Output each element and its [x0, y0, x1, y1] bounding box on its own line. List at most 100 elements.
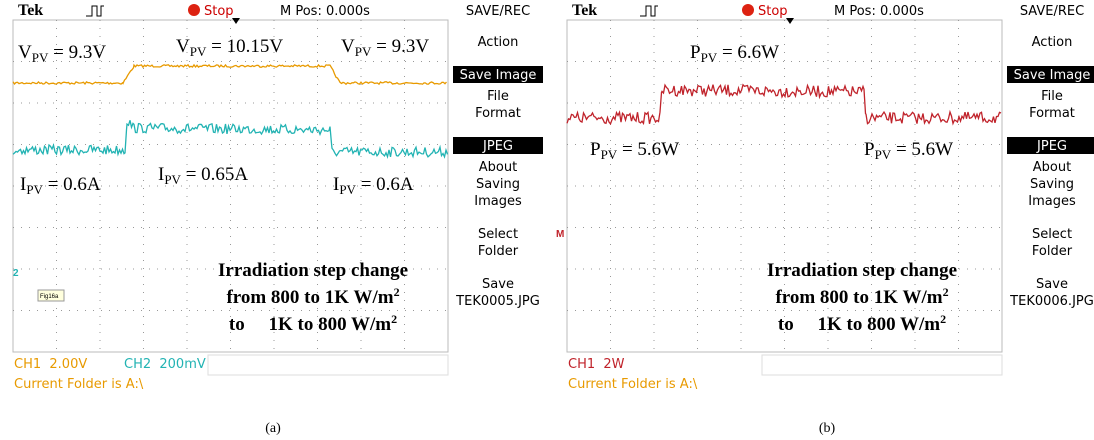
annotation-rest: = 9.3V [371, 36, 429, 57]
stop-dot [742, 4, 754, 16]
menu-highlight [453, 66, 543, 83]
annotation-sub: PV [32, 50, 49, 65]
annotation: VPV = 9.3V [18, 42, 106, 65]
status: Stop [204, 4, 234, 19]
folder: Current Folder is A:\ [568, 377, 698, 392]
scope-panel: Tek Stop M Pos: 0.000s SAVE/REC Action Save I… [12, 2, 543, 436]
trace [566, 83, 1002, 126]
note-text: from 800 to 1K W/m [775, 287, 942, 308]
menu-item: File [1041, 89, 1063, 104]
caption: (b) [819, 421, 836, 436]
annotation-rest: = 5.6W [891, 139, 953, 160]
trigger-icon [86, 5, 104, 17]
channel-label: CH1 2W [568, 357, 625, 372]
brand: Tek [18, 2, 43, 19]
annotation: PPV = 5.6W [864, 139, 953, 162]
annotation-base: I [158, 164, 164, 185]
annotation-sub: PV [190, 44, 207, 59]
menu-item: Save Image [1014, 68, 1091, 83]
menu-highlight [1007, 66, 1094, 83]
channel-label: CH1 2.00V [14, 357, 87, 372]
position: M Pos: 0.000s [280, 4, 370, 19]
note-text: Irradiation step change [218, 260, 408, 281]
menu-item: Save [1036, 277, 1068, 292]
annotation-sub: PV [701, 50, 718, 65]
note-text: Irradiation step change [767, 260, 957, 281]
menu-title: SAVE/REC [466, 4, 530, 19]
menu-item: TEK0005.JPG [455, 294, 540, 309]
note-line: to 1K to 800 W/m2 [229, 312, 397, 335]
menu-item: Folder [1032, 244, 1073, 259]
note-text: from 800 to 1K W/m [226, 287, 393, 308]
note-text: to 1K to 800 W/m [778, 314, 940, 335]
annotation-rest: = 9.3V [48, 42, 106, 63]
trigger-arrow [232, 18, 240, 24]
menu-item: Select [1032, 227, 1072, 242]
annotation-rest: = 5.6W [617, 139, 679, 160]
menu-item: Saving [476, 177, 520, 192]
annotation-sub: PV [26, 182, 43, 197]
menu-item: JPEG [482, 139, 513, 154]
menu-item: About [1033, 160, 1071, 175]
menu-item: Action [1032, 35, 1073, 50]
menu-highlight [453, 137, 543, 154]
scope-panel: Tek Stop M Pos: 0.000s SAVE/REC Action Save I… [556, 2, 1094, 436]
annotation-base: P [590, 139, 601, 160]
annotation: PPV = 5.6W [590, 139, 679, 162]
menu-item: Format [1029, 106, 1075, 121]
note-sup: 2 [394, 285, 400, 299]
channel-marker: 2 [13, 268, 19, 279]
menu-item: Action [478, 35, 519, 50]
status-box [207, 354, 449, 376]
annotation-sub: PV [355, 44, 372, 59]
menu-item: TEK0006.JPG [1009, 294, 1094, 309]
annotation-base: V [18, 42, 32, 63]
note-sup: 2 [943, 285, 949, 299]
annotation: PPV = 6.6W [690, 42, 779, 65]
annotation: IPV = 0.6A [20, 174, 101, 197]
note-sup: 2 [391, 312, 397, 326]
menu-title: SAVE/REC [1020, 4, 1084, 19]
menu-item: Save [482, 277, 514, 292]
note-line: Irradiation step change [767, 260, 957, 281]
note-line: from 800 to 1K W/m2 [775, 285, 948, 308]
menu-highlight [1007, 137, 1094, 154]
menu-item: File [487, 89, 509, 104]
annotation-base: V [341, 36, 355, 57]
trigger-icon [640, 5, 658, 17]
annotation-sub: PV [164, 172, 181, 187]
caption: (a) [265, 421, 281, 436]
menu-item: Format [475, 106, 521, 121]
annotation-base: P [864, 139, 875, 160]
menu-item: Folder [478, 244, 519, 259]
annotation-rest: = 0.65A [181, 164, 248, 185]
status: Stop [758, 4, 788, 19]
annotation-base: V [176, 36, 190, 57]
annotation-rest: = 0.6A [356, 174, 414, 195]
stop-dot [188, 4, 200, 16]
status-box [761, 354, 1003, 376]
trace [12, 120, 449, 159]
annotation-sub: PV [875, 147, 892, 162]
tag: Fig16a [40, 294, 59, 300]
menu-item: Select [478, 227, 518, 242]
tag-box [37, 289, 65, 302]
annotation-base: P [690, 42, 701, 63]
annotation: IPV = 0.6A [333, 174, 414, 197]
trigger-arrow [786, 18, 794, 24]
menu-item: Saving [1030, 177, 1074, 192]
note-line: to 1K to 800 W/m2 [778, 312, 946, 335]
annotation: IPV = 0.65A [158, 164, 248, 187]
annotation: VPV = 9.3V [341, 36, 429, 59]
annotation-base: I [20, 174, 26, 195]
menu-item: About [479, 160, 517, 175]
annotation-sub: PV [601, 147, 618, 162]
menu-item: JPEG [1036, 139, 1067, 154]
menu-item: Images [1028, 194, 1076, 209]
menu-item: Save Image [460, 68, 537, 83]
menu-item: Images [474, 194, 522, 209]
annotation-rest: = 10.15V [206, 36, 283, 57]
position: M Pos: 0.000s [834, 4, 924, 19]
annotation-rest: = 6.6W [717, 42, 779, 63]
